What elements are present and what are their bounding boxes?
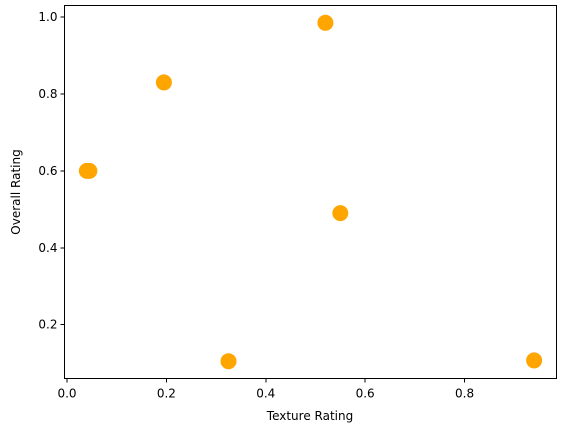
y-axis-ticks: 0.2 0.4 0.6 0.8 1.0 bbox=[38, 10, 65, 332]
plot-area-frame bbox=[64, 5, 557, 379]
scatter-point-4 bbox=[220, 353, 237, 370]
y-tick-label: 0.4 bbox=[38, 241, 57, 255]
x-tick-label: 0.8 bbox=[455, 387, 474, 401]
y-tick-label: 1.0 bbox=[38, 10, 57, 24]
scatter-point-6 bbox=[332, 205, 349, 222]
x-tick-label: 0.4 bbox=[256, 387, 275, 401]
scatter-point-2 bbox=[81, 162, 98, 179]
points-layer bbox=[78, 14, 543, 370]
y-tick-label: 0.6 bbox=[38, 164, 57, 178]
y-tick-label: 0.8 bbox=[38, 87, 57, 101]
scatter-point-3 bbox=[155, 74, 172, 91]
y-axis-label: Overall Rating bbox=[9, 149, 23, 234]
x-axis-ticks: 0.0 0.2 0.4 0.6 0.8 bbox=[57, 378, 474, 401]
scatter-point-5 bbox=[317, 14, 334, 31]
y-tick-label: 0.2 bbox=[38, 318, 57, 332]
x-axis-label: Texture Rating bbox=[266, 409, 353, 423]
x-tick-label: 0.2 bbox=[157, 387, 176, 401]
x-tick-label: 0.6 bbox=[356, 387, 375, 401]
x-tick-label: 0.0 bbox=[57, 387, 76, 401]
scatter-point-7 bbox=[526, 352, 543, 369]
